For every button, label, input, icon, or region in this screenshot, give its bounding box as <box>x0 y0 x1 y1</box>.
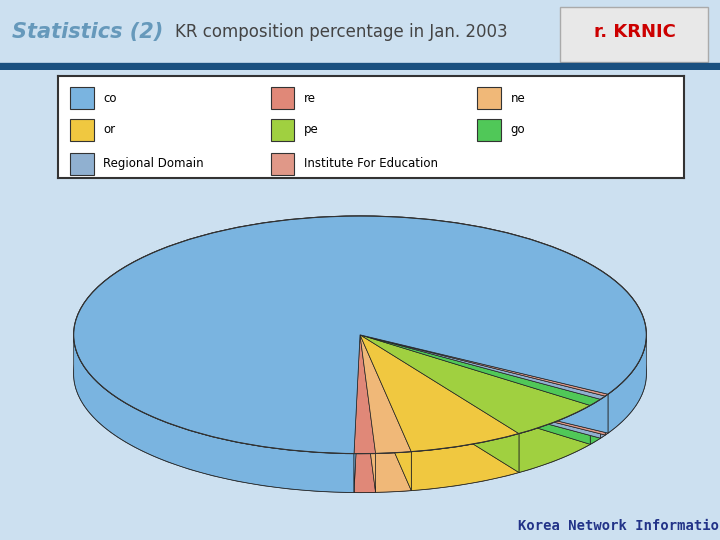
Polygon shape <box>519 406 590 472</box>
Text: Institute For Education: Institute For Education <box>304 157 438 170</box>
Text: r. KRNIC: r. KRNIC <box>594 23 676 41</box>
Polygon shape <box>360 335 600 438</box>
Polygon shape <box>360 335 606 399</box>
Text: ne: ne <box>510 92 525 105</box>
Polygon shape <box>376 451 411 492</box>
Polygon shape <box>360 335 376 492</box>
Text: Korea Network Information Center: Korea Network Information Center <box>518 519 720 534</box>
Polygon shape <box>360 335 590 434</box>
Polygon shape <box>411 434 519 490</box>
Polygon shape <box>360 335 608 433</box>
FancyBboxPatch shape <box>560 7 708 62</box>
Polygon shape <box>606 394 608 435</box>
Bar <box>70 87 94 110</box>
Text: co: co <box>104 92 117 105</box>
Text: Statistics (2): Statistics (2) <box>12 22 163 42</box>
Polygon shape <box>360 335 600 438</box>
Polygon shape <box>360 335 606 435</box>
Polygon shape <box>354 454 376 492</box>
Bar <box>271 119 294 141</box>
Polygon shape <box>360 335 376 492</box>
Bar <box>477 87 501 110</box>
Ellipse shape <box>73 255 647 492</box>
Polygon shape <box>360 335 590 444</box>
Polygon shape <box>354 335 360 492</box>
Polygon shape <box>354 335 360 492</box>
Polygon shape <box>360 335 519 451</box>
Polygon shape <box>360 335 411 454</box>
Polygon shape <box>360 335 519 472</box>
Bar <box>70 152 94 175</box>
Polygon shape <box>73 216 647 454</box>
Bar <box>70 119 94 141</box>
Bar <box>271 87 294 110</box>
Polygon shape <box>360 335 411 490</box>
Polygon shape <box>360 335 590 444</box>
Text: KR composition percentage in Jan. 2003: KR composition percentage in Jan. 2003 <box>175 23 508 41</box>
Polygon shape <box>360 335 519 472</box>
Polygon shape <box>590 399 600 444</box>
Text: go: go <box>510 124 525 137</box>
Polygon shape <box>360 335 608 396</box>
Bar <box>271 152 294 175</box>
Text: or: or <box>104 124 115 137</box>
Polygon shape <box>360 335 606 435</box>
Bar <box>477 119 501 141</box>
Polygon shape <box>360 335 600 406</box>
Text: pe: pe <box>304 124 318 137</box>
Polygon shape <box>360 335 411 490</box>
Polygon shape <box>600 396 606 438</box>
Polygon shape <box>73 336 354 492</box>
Polygon shape <box>608 335 647 433</box>
Polygon shape <box>354 335 376 454</box>
Ellipse shape <box>73 216 647 454</box>
Text: Regional Domain: Regional Domain <box>104 157 204 170</box>
Polygon shape <box>360 335 608 433</box>
Text: re: re <box>304 92 316 105</box>
